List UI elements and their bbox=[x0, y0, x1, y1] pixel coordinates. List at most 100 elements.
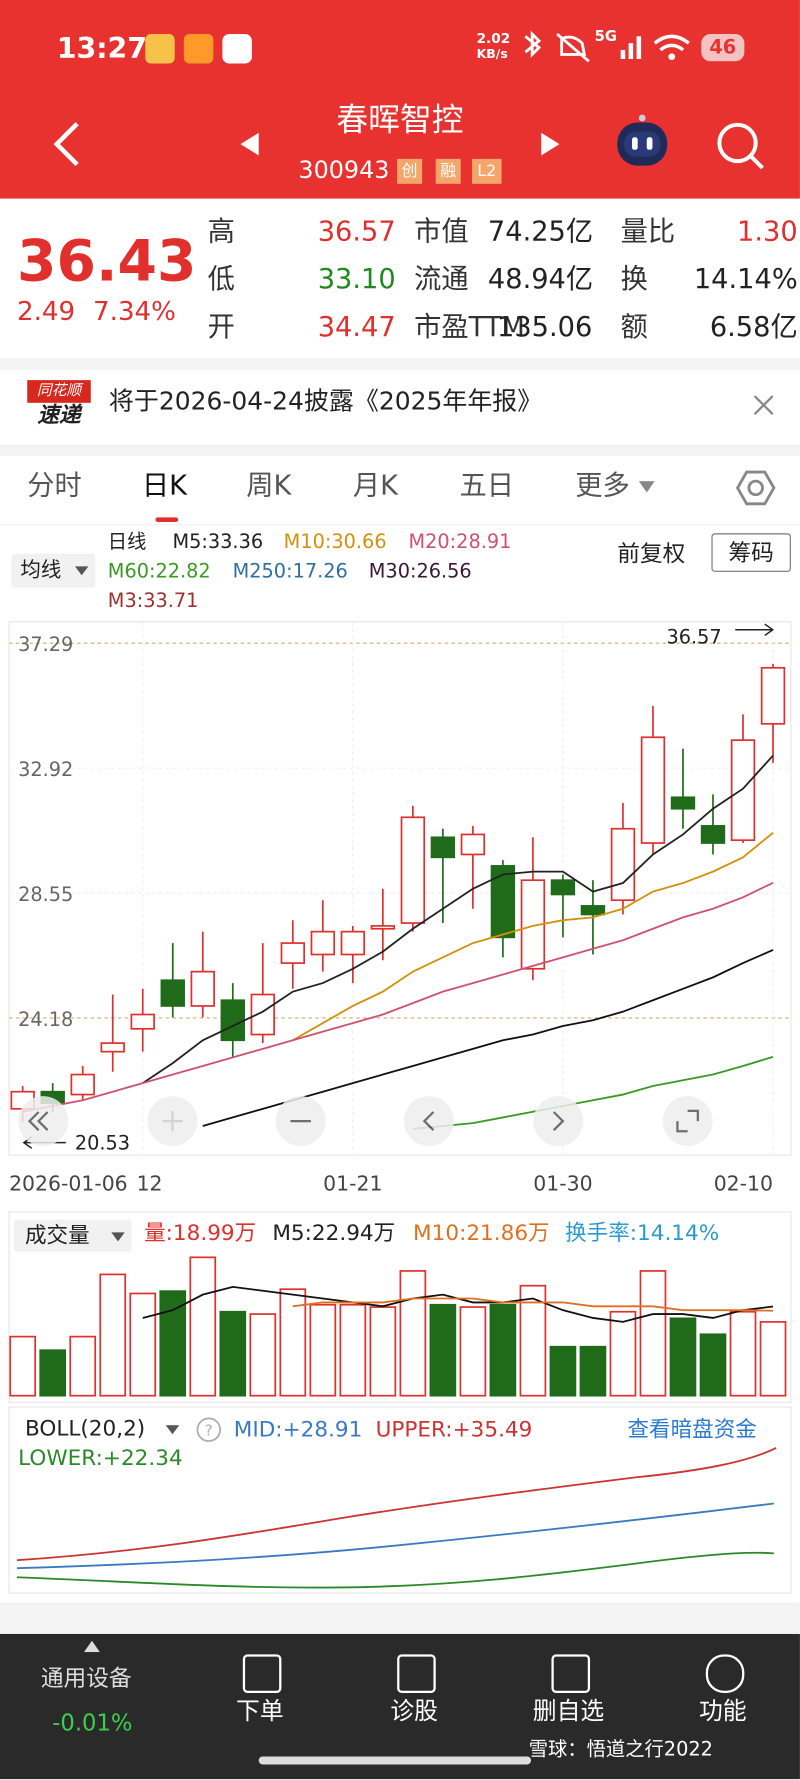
nav-icon[interactable] bbox=[242, 1654, 282, 1693]
nav-icon[interactable] bbox=[551, 1654, 591, 1693]
net-speed: 2.02 bbox=[476, 30, 511, 47]
x-tick-label: 01-21 bbox=[323, 1171, 382, 1195]
volume-bar bbox=[339, 1303, 367, 1397]
volume-frame bbox=[8, 1211, 792, 1404]
stat-label: 开 bbox=[207, 310, 235, 343]
back-button[interactable] bbox=[45, 119, 90, 169]
candle-body bbox=[670, 796, 696, 810]
x-tick-label: 02-10 bbox=[714, 1171, 773, 1195]
volume-bar bbox=[489, 1303, 517, 1397]
candle-body bbox=[400, 816, 426, 924]
stat-label: 高 bbox=[207, 215, 235, 248]
volume-bar bbox=[99, 1273, 127, 1397]
nav-icon[interactable] bbox=[705, 1654, 745, 1693]
price-percent: 7.34% bbox=[93, 297, 176, 327]
nav-label[interactable]: 下单 bbox=[236, 1697, 284, 1725]
candle-body bbox=[310, 930, 336, 956]
search-button[interactable] bbox=[715, 120, 765, 170]
tab[interactable]: 周K bbox=[246, 469, 292, 502]
stat-value: 74.25亿 bbox=[487, 215, 594, 248]
volume-bar bbox=[549, 1345, 577, 1397]
ma-label: M250:17.26 bbox=[232, 560, 348, 584]
candle-body bbox=[490, 865, 516, 939]
nav-label[interactable]: 功能 bbox=[698, 1697, 747, 1725]
stat-label: 市值 bbox=[414, 215, 469, 248]
boll-mid bbox=[16, 1502, 774, 1570]
volume-bar bbox=[159, 1290, 187, 1397]
nav-label[interactable]: 删自选 bbox=[532, 1697, 605, 1725]
dark-pool-link[interactable]: 查看暗盘资金 bbox=[627, 1417, 757, 1443]
tab[interactable]: 分时 bbox=[27, 469, 82, 502]
candle-body bbox=[370, 925, 396, 930]
tab[interactable]: 更多 bbox=[575, 469, 630, 502]
candle-body bbox=[610, 827, 636, 902]
low-label: 20.53 bbox=[75, 1131, 130, 1154]
volume-bar bbox=[399, 1270, 427, 1397]
stat-value: 48.94亿 bbox=[487, 263, 594, 296]
volume-stat: 换手率:14.14% bbox=[565, 1220, 720, 1246]
x-tick-label: 12 bbox=[137, 1171, 163, 1195]
nav-label[interactable]: 诊股 bbox=[390, 1697, 438, 1725]
candle-body bbox=[460, 833, 486, 856]
chips-button[interactable]: 筹码 bbox=[711, 533, 791, 572]
ma-select-label: 均线 bbox=[20, 558, 62, 583]
app-icon bbox=[183, 34, 214, 64]
badge: 创 bbox=[397, 158, 423, 184]
adjust-mode[interactable]: 前复权 bbox=[617, 540, 686, 568]
tab[interactable]: 日K bbox=[141, 469, 187, 502]
next-stock[interactable] bbox=[539, 130, 562, 157]
nav-icon[interactable] bbox=[397, 1654, 436, 1693]
volume-bar bbox=[429, 1303, 457, 1397]
volume-bar bbox=[579, 1345, 607, 1397]
stat-label: 低 bbox=[207, 263, 235, 296]
volume-bar bbox=[639, 1270, 667, 1397]
y-tick-label: 37.29 bbox=[18, 633, 73, 656]
boll-title[interactable]: BOLL(20,2) bbox=[24, 1416, 146, 1442]
sector-name[interactable]: 通用设备 bbox=[40, 1664, 132, 1692]
candle-body bbox=[580, 905, 606, 916]
candle-body bbox=[730, 739, 756, 842]
prev-stock[interactable] bbox=[238, 130, 261, 157]
control-button[interactable] bbox=[662, 1096, 713, 1147]
badge: L2 bbox=[472, 158, 502, 184]
control-button[interactable] bbox=[403, 1096, 454, 1147]
price-change: 2.49 bbox=[17, 297, 76, 327]
candle-body bbox=[250, 993, 275, 1036]
control-button[interactable] bbox=[533, 1096, 584, 1147]
ma-label: M5:33.36 bbox=[172, 531, 264, 554]
stat-value: 34.47 bbox=[317, 310, 396, 343]
tab[interactable]: 五日 bbox=[459, 469, 515, 502]
stat-value: 135.06 bbox=[497, 310, 593, 343]
assistant-button[interactable] bbox=[613, 113, 672, 172]
ma-line bbox=[412, 1055, 774, 1130]
candle-body bbox=[550, 879, 576, 896]
high-arrow bbox=[735, 623, 774, 637]
expand-arrow[interactable] bbox=[83, 1640, 100, 1653]
ma-line bbox=[292, 832, 774, 1042]
watermark: 雪球：悟道之行2022 bbox=[528, 1738, 713, 1762]
volume-bar bbox=[609, 1310, 637, 1397]
settings-button[interactable] bbox=[735, 467, 776, 508]
y-tick-label: 28.55 bbox=[18, 883, 73, 906]
boll-upper-label: UPPER:+35.49 bbox=[375, 1417, 533, 1443]
separator bbox=[0, 444, 800, 457]
tab[interactable]: 月K bbox=[352, 469, 398, 502]
notice-text[interactable]: 将于2026-04-24披露《2025年年报》 bbox=[108, 388, 543, 417]
gesture-bar bbox=[258, 1756, 532, 1765]
volume-bar bbox=[669, 1317, 697, 1397]
ma-select[interactable]: 均线 bbox=[11, 553, 96, 588]
close-notice[interactable] bbox=[751, 393, 776, 418]
stat-label: 市盈TTM bbox=[414, 310, 525, 343]
chart-controls bbox=[18, 1096, 713, 1147]
help-icon[interactable]: ? bbox=[195, 1416, 222, 1443]
volume-stat: M10:21.86万 bbox=[413, 1220, 550, 1246]
volume-select[interactable]: 成交量 bbox=[13, 1219, 132, 1252]
stat-value: 36.57 bbox=[317, 215, 396, 248]
stat-label: 换 bbox=[620, 263, 648, 296]
ma-label: M3:33.71 bbox=[107, 590, 199, 613]
control-button[interactable] bbox=[18, 1096, 69, 1147]
volume-bar bbox=[699, 1333, 727, 1397]
candle-body bbox=[220, 999, 245, 1042]
volume-bar bbox=[69, 1335, 97, 1397]
